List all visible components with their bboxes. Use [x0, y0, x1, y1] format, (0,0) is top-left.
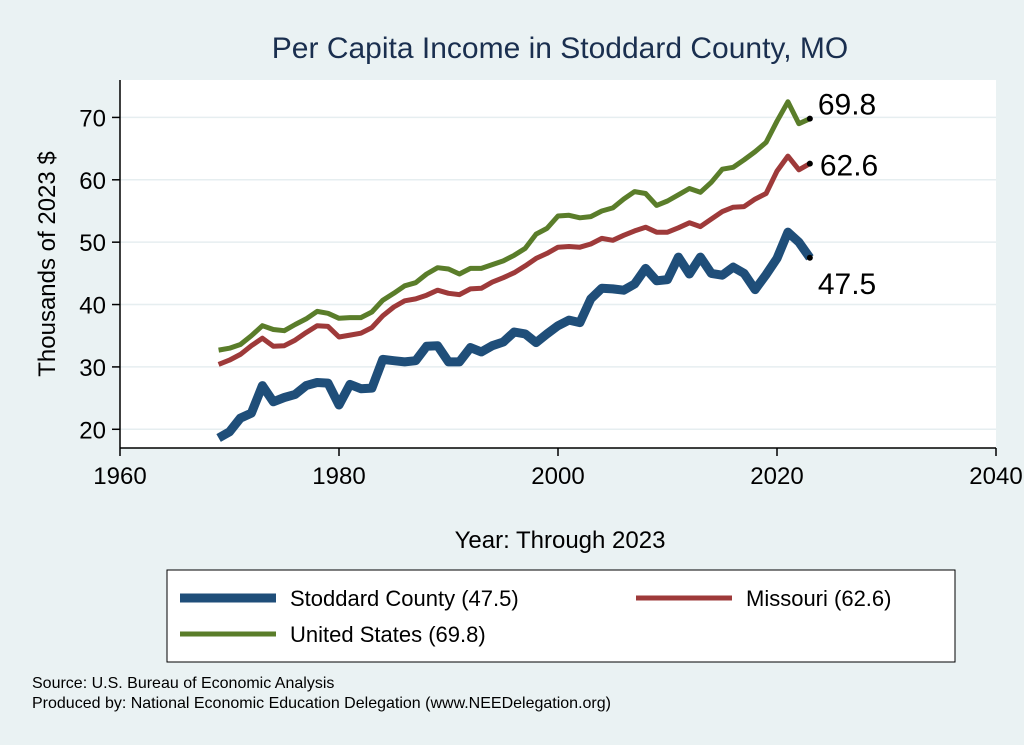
end-label-united-states: 69.8 — [818, 89, 876, 122]
y-tick-label-20: 20 — [79, 417, 106, 444]
series-lines — [216, 99, 814, 442]
x-tick-label-1960: 1960 — [93, 463, 146, 490]
source-line: Source: U.S. Bureau of Economic Analysis — [32, 675, 334, 692]
y-tick-label-50: 50 — [79, 230, 106, 257]
x-tick-label-2040: 2040 — [969, 463, 1022, 490]
legend-box — [166, 569, 956, 663]
x-tick-label-2020: 2020 — [750, 463, 803, 490]
end-label-missouri: 62.6 — [820, 150, 878, 183]
chart-title: Per Capita Income in Stoddard County, MO — [272, 32, 848, 65]
end-point-united-states — [806, 115, 813, 122]
series-line-missouri — [217, 153, 812, 367]
legend-label-missouri: Missouri (62.6) — [746, 586, 891, 611]
end-labels: 47.5 62.6 69.8 — [806, 89, 878, 301]
series-line-stoddard — [216, 227, 814, 442]
end-point-missouri — [806, 160, 813, 167]
axes: 20 30 40 50 60 70 1960 1980 2000 2020 2040 — [79, 80, 1023, 490]
y-tick-label-70: 70 — [79, 105, 106, 132]
y-tick-label-40: 40 — [79, 293, 106, 320]
gridlines — [120, 116, 996, 431]
x-axis-title: Year: Through 2023 — [455, 527, 666, 554]
y-tick-label-60: 60 — [79, 168, 106, 195]
series-line-united-states — [218, 99, 811, 353]
y-tick-label-30: 30 — [79, 355, 106, 382]
legend-label-united-states: United States (69.8) — [290, 622, 486, 647]
legend: Stoddard County (47.5) Missouri (62.6) U… — [166, 569, 956, 663]
end-label-stoddard: 47.5 — [818, 268, 876, 301]
x-tick-label-2000: 2000 — [531, 463, 584, 490]
x-tick-label-1980: 1980 — [312, 463, 365, 490]
produced-by-line: Produced by: National Economic Education… — [32, 695, 611, 712]
legend-label-stoddard: Stoddard County (47.5) — [290, 586, 519, 611]
y-axis-title: Thousands of 2023 $ — [34, 151, 61, 377]
end-point-stoddard — [806, 254, 813, 261]
plot-area — [120, 80, 996, 448]
